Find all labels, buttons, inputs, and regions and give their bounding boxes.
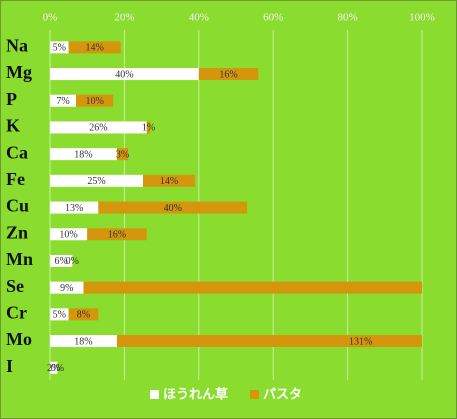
- bar: [50, 228, 88, 241]
- bar: [76, 94, 114, 107]
- bar: [68, 41, 121, 54]
- category-label: Se: [6, 276, 24, 296]
- value-label: 0%: [66, 256, 79, 267]
- bar: [50, 281, 84, 294]
- category-label: Fe: [6, 169, 25, 189]
- x-tick-label: 0%: [43, 12, 58, 24]
- value-label: 18%: [74, 149, 92, 160]
- value-label: 10%: [59, 230, 77, 241]
- bar: [146, 121, 151, 134]
- x-tick-label: 20%: [114, 12, 134, 24]
- legend-swatch: [150, 390, 159, 399]
- value-labels: 5% 14% 40% 16% 7% 10% 26% 1% 18% 3% 25% 14% 13% 40% 10…: [47, 43, 372, 374]
- legend-swatch: [250, 390, 260, 399]
- bar: [83, 281, 422, 294]
- bar: [50, 361, 58, 374]
- value-label: 5%: [53, 310, 66, 321]
- value-label: 26%: [89, 123, 107, 134]
- value-label: 5%: [53, 43, 66, 54]
- plot-area: [50, 41, 422, 374]
- legend-label: パスタ: [263, 388, 302, 403]
- legend-label: ほうれん草: [163, 387, 228, 403]
- bar: [143, 174, 196, 187]
- category-label: P: [6, 89, 17, 109]
- bar: [68, 308, 99, 321]
- value-label: 7%: [56, 96, 69, 107]
- value-label: 1%: [142, 123, 155, 134]
- value-label: 2%: [47, 363, 60, 374]
- value-label: 6%: [54, 256, 67, 267]
- value-label: 3%: [116, 149, 129, 160]
- category-label: Mn: [6, 249, 33, 269]
- value-label: 14%: [85, 43, 103, 54]
- bar: [50, 94, 77, 107]
- bar: [198, 68, 259, 81]
- category-label: I: [6, 356, 13, 376]
- bar: [50, 41, 69, 54]
- bar: [50, 254, 73, 267]
- bar: [116, 335, 422, 348]
- value-label: 25%: [87, 176, 105, 187]
- bar: [50, 308, 69, 321]
- value-label: 13%: [65, 203, 83, 214]
- bar: [50, 121, 147, 134]
- value-label: 131%: [349, 336, 372, 347]
- bar: [50, 174, 143, 187]
- category-label: K: [6, 116, 20, 136]
- x-tick-label: 100%: [409, 12, 435, 24]
- value-label: 16%: [108, 230, 126, 241]
- value-label: 16%: [219, 69, 237, 80]
- bar: [50, 68, 199, 81]
- value-label: 40%: [115, 69, 133, 80]
- value-label: 10%: [85, 96, 103, 107]
- bar: [50, 148, 117, 161]
- value-label: 18%: [74, 336, 92, 347]
- bar: [50, 335, 117, 348]
- category-label: Mo: [6, 329, 32, 349]
- category-label: Na: [6, 35, 28, 55]
- category-label: Cr: [6, 302, 27, 322]
- bar: [50, 201, 99, 214]
- category-label: Ca: [6, 142, 28, 162]
- x-tick-label: 40%: [189, 12, 209, 24]
- value-label: 14%: [160, 176, 178, 187]
- bar: [87, 228, 147, 241]
- category-label: Zn: [6, 222, 28, 242]
- value-label: 9%: [60, 283, 73, 294]
- category-label: Cu: [6, 196, 29, 216]
- x-tick-label: 80%: [338, 12, 358, 24]
- bar: [116, 148, 129, 161]
- category-label: Mg: [6, 62, 32, 82]
- value-label: 0%: [51, 363, 64, 374]
- x-tick-label: 60%: [263, 12, 283, 24]
- value-label: 40%: [164, 203, 182, 214]
- bar: [98, 201, 248, 214]
- value-label: 8%: [77, 310, 90, 321]
